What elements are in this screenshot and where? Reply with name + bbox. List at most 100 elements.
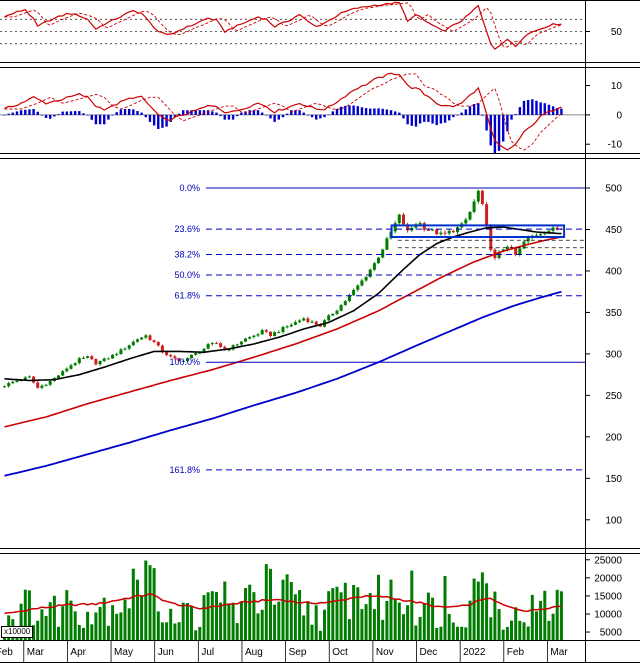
macd-histogram-bar bbox=[94, 114, 98, 125]
candle bbox=[472, 201, 476, 212]
macd-histogram-bar bbox=[7, 113, 10, 115]
candle bbox=[73, 363, 77, 366]
candle bbox=[86, 356, 90, 358]
candle bbox=[318, 324, 322, 327]
candle bbox=[360, 280, 364, 286]
volume-bar bbox=[447, 613, 451, 640]
volume-bar bbox=[119, 612, 123, 640]
macd-histogram-bar bbox=[49, 114, 52, 119]
macd-histogram-bar bbox=[460, 112, 463, 115]
volume-bar bbox=[260, 609, 264, 640]
macd-histogram-bar bbox=[410, 114, 413, 126]
macd-histogram-bar bbox=[269, 114, 272, 119]
volume-bar bbox=[77, 625, 81, 640]
macd-histogram-bar bbox=[323, 114, 326, 118]
volume-bar bbox=[165, 622, 169, 640]
volume-bar bbox=[456, 626, 459, 640]
macd-histogram-bar bbox=[360, 107, 364, 115]
candle bbox=[526, 237, 530, 242]
volume-bar bbox=[410, 570, 414, 640]
volume-bar bbox=[235, 623, 239, 640]
volume-bar bbox=[90, 624, 94, 640]
candle bbox=[451, 230, 455, 233]
candle bbox=[40, 385, 44, 388]
macd-histogram-bar bbox=[73, 111, 77, 115]
y-axis-label: -10 bbox=[608, 140, 623, 151]
macd-histogram-bar bbox=[298, 110, 301, 115]
macd-histogram-bar bbox=[173, 114, 177, 118]
candle bbox=[426, 229, 430, 231]
volume-bar bbox=[173, 623, 177, 640]
candle bbox=[476, 190, 480, 202]
volume-bar bbox=[439, 626, 443, 640]
volume-bar bbox=[518, 620, 522, 640]
candle bbox=[343, 301, 347, 306]
volume-bar bbox=[443, 576, 447, 640]
candle bbox=[514, 247, 518, 255]
volume-bar bbox=[256, 613, 260, 640]
macd-histogram-bar bbox=[103, 114, 106, 125]
macd-histogram-bar bbox=[310, 114, 314, 118]
volume-bar bbox=[269, 568, 272, 640]
macd-histogram-bar bbox=[522, 100, 526, 115]
candle bbox=[239, 341, 243, 345]
macd-histogram-bar bbox=[285, 113, 289, 115]
macd-histogram-bar bbox=[227, 114, 231, 120]
volume-ma-line bbox=[4, 592, 562, 615]
candle bbox=[144, 335, 148, 338]
macd-histogram-bar bbox=[165, 114, 168, 127]
volume-bar bbox=[23, 589, 27, 640]
volume-bar bbox=[389, 579, 393, 640]
month-label: Jul bbox=[201, 647, 214, 658]
candle bbox=[385, 238, 389, 250]
ma-mid-line bbox=[4, 236, 562, 428]
macd-histogram-bar bbox=[90, 114, 93, 120]
candle bbox=[102, 358, 106, 362]
macd-histogram-bar bbox=[36, 111, 39, 115]
macd-histogram-bar bbox=[452, 114, 455, 118]
volume-bar bbox=[530, 594, 534, 640]
volume-bar bbox=[98, 607, 102, 640]
fib-label: 23.6% bbox=[174, 224, 200, 234]
candle bbox=[431, 229, 435, 231]
volume-bar bbox=[418, 616, 422, 640]
macd-histogram-bar bbox=[273, 114, 276, 122]
macd-histogram-bar bbox=[468, 106, 472, 115]
candle bbox=[393, 223, 397, 232]
macd-histogram-bar bbox=[231, 114, 235, 120]
volume-panel bbox=[3, 560, 563, 640]
volume-bar bbox=[177, 622, 181, 640]
macd-histogram-bar bbox=[177, 113, 181, 115]
volume-bar bbox=[298, 590, 302, 640]
volume-bar bbox=[27, 590, 31, 640]
oscillator-panel bbox=[0, 1, 585, 50]
month-label: Feb bbox=[507, 647, 525, 658]
macd-histogram-bar bbox=[406, 114, 409, 125]
candle bbox=[169, 355, 173, 357]
volume-bar bbox=[106, 625, 110, 640]
volume-bar bbox=[244, 588, 247, 640]
volume-bar bbox=[185, 603, 189, 640]
price-panel bbox=[3, 189, 566, 477]
macd-histogram-bar bbox=[369, 108, 372, 115]
candle bbox=[335, 310, 339, 314]
macd-histogram-bar bbox=[327, 114, 330, 116]
candle bbox=[468, 211, 472, 220]
volume-bar bbox=[397, 602, 401, 640]
volume-bar bbox=[227, 603, 231, 640]
macd-histogram-bar bbox=[506, 114, 509, 132]
macd-histogram-bar bbox=[265, 114, 268, 116]
macd-histogram-bar bbox=[481, 114, 484, 116]
macd-histogram-bar bbox=[290, 110, 293, 115]
macd-histogram-bar bbox=[190, 110, 193, 115]
volume-bar bbox=[310, 624, 314, 640]
macd-histogram-bar bbox=[531, 99, 534, 115]
volume-bar bbox=[215, 591, 218, 640]
month-label: May bbox=[114, 647, 133, 658]
macd-histogram-bar bbox=[477, 103, 480, 115]
candle bbox=[198, 352, 202, 354]
macd-histogram-bar bbox=[132, 109, 135, 115]
fib-label: 38.2% bbox=[174, 250, 200, 260]
volume-bar bbox=[19, 603, 23, 640]
